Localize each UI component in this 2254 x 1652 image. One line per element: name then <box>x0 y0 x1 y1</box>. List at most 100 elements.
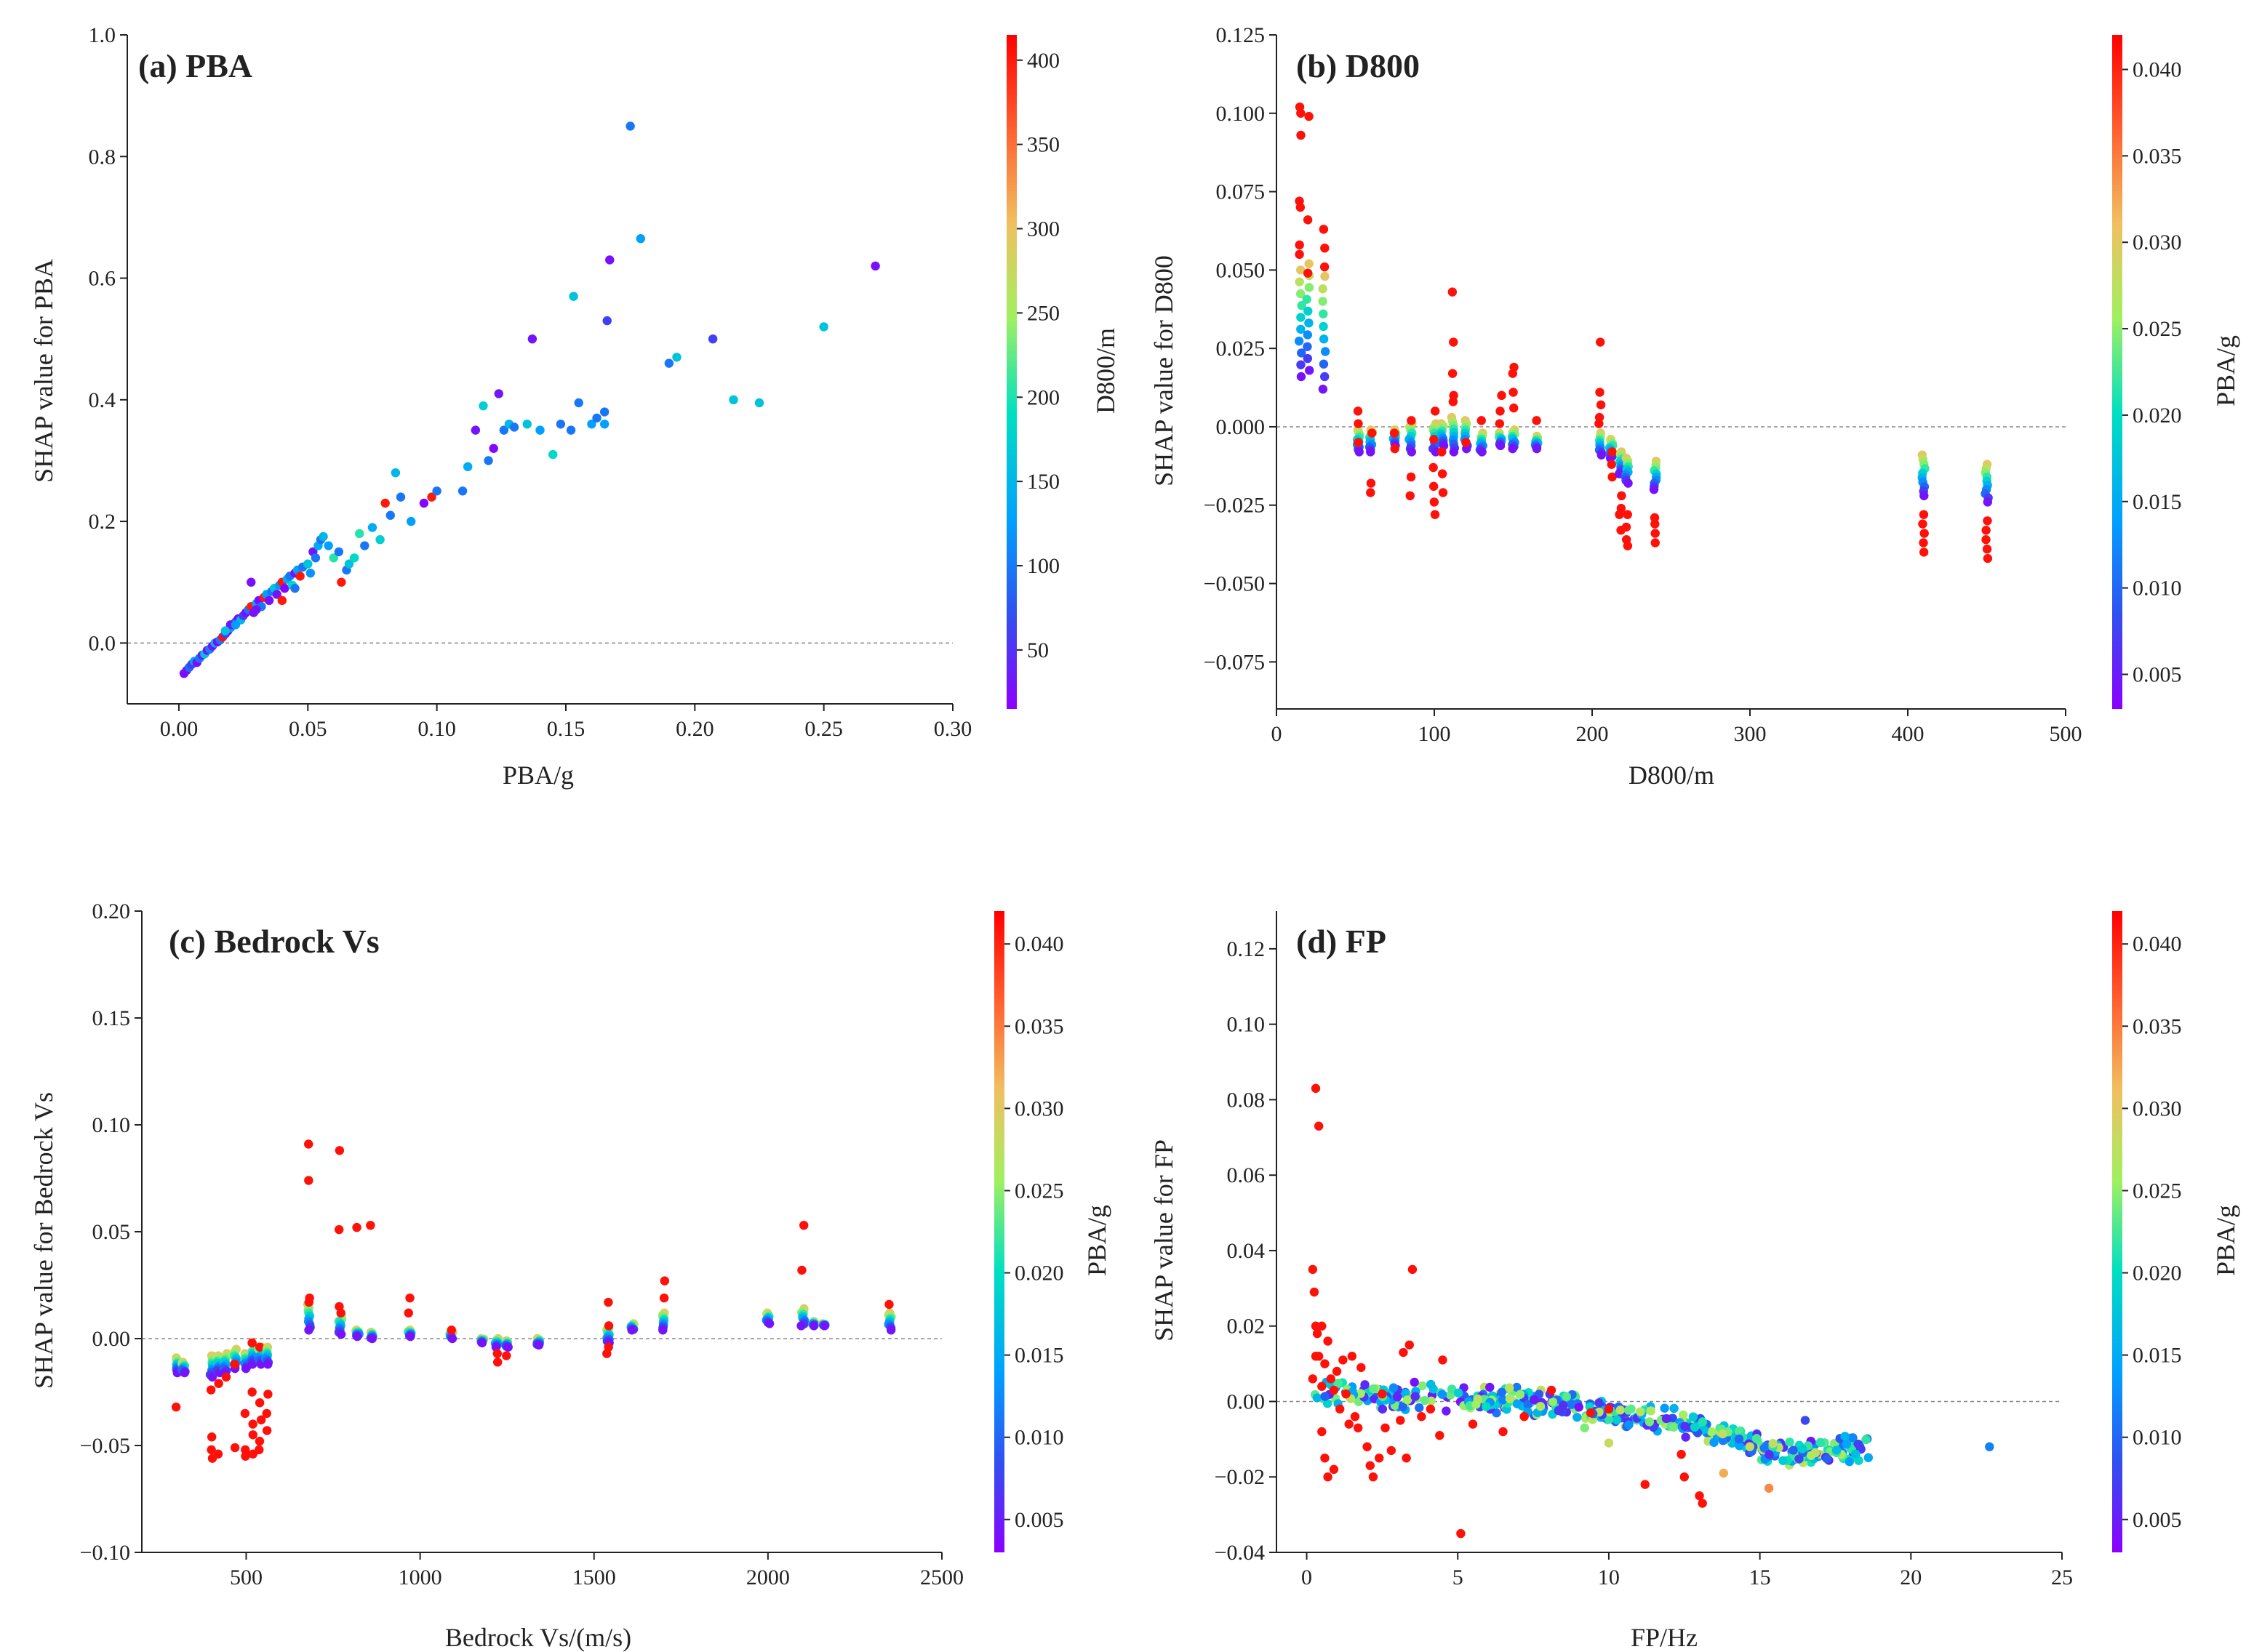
data-point <box>263 1360 273 1369</box>
panel-b-y-tick-label: −0.025 <box>1204 494 1265 518</box>
data-point <box>1604 1414 1614 1424</box>
data-point <box>1512 1382 1522 1392</box>
panel-c-colorbar-tick-label: 0.040 <box>1015 932 1064 956</box>
data-point <box>1437 447 1447 457</box>
data-point <box>534 1340 544 1350</box>
panel-a-colorbar <box>1007 35 1017 709</box>
panel-b: (b) D800 D800/m SHAP value for D800 PBA/… <box>1149 23 2240 790</box>
data-point <box>886 1326 896 1335</box>
data-point <box>1495 406 1505 416</box>
panel-c-y-tick-label: −0.05 <box>80 1434 130 1458</box>
data-point <box>1354 419 1363 428</box>
data-point <box>447 1326 456 1335</box>
data-point <box>1709 1438 1719 1447</box>
panel-c-x-tick-label: 2000 <box>746 1565 790 1589</box>
data-point <box>492 1358 503 1367</box>
data-point <box>1449 447 1459 457</box>
data-point <box>1296 372 1306 382</box>
data-point <box>1335 1404 1345 1414</box>
data-point <box>1380 1423 1390 1432</box>
data-point <box>1303 306 1313 316</box>
data-point <box>247 1387 257 1397</box>
data-point <box>1317 1321 1327 1331</box>
data-point <box>1596 450 1606 460</box>
panel-d-x-tick-label: 0 <box>1301 1565 1312 1589</box>
data-point <box>1406 472 1416 482</box>
data-point <box>214 1379 223 1388</box>
data-point <box>304 1326 313 1335</box>
data-point <box>220 626 230 635</box>
data-point <box>304 1297 313 1307</box>
data-point <box>1508 388 1518 397</box>
data-point <box>1695 1491 1704 1501</box>
data-point <box>432 486 441 496</box>
panel-d-colorbar-tick-label: 0.025 <box>2133 1179 2182 1203</box>
data-point <box>349 553 359 563</box>
data-point <box>764 1319 775 1328</box>
data-point <box>1785 1438 1794 1447</box>
data-point <box>1312 1393 1322 1403</box>
panel-c-x-tick-label: 1000 <box>399 1565 442 1589</box>
panel-a-points <box>179 121 880 678</box>
data-point <box>1428 462 1438 473</box>
data-point <box>659 1293 669 1303</box>
data-point <box>1734 1434 1744 1444</box>
data-point <box>1532 444 1542 454</box>
panel-c-x-tick-label: 1500 <box>572 1565 616 1589</box>
data-point <box>599 420 610 429</box>
data-point <box>1296 265 1306 275</box>
data-point <box>1295 202 1306 212</box>
panel-d-plot: 0 5 10 15 20 25 −0.04 −0.02 0.00 0.02 0.04 0.06 0.08… <box>1215 911 2182 1589</box>
data-point <box>1595 388 1604 397</box>
data-point <box>360 541 369 550</box>
data-point <box>1505 1383 1514 1392</box>
panel-b-points <box>1294 102 1993 564</box>
panel-b-x-tick-label: 300 <box>1734 722 1767 746</box>
panel-d-colorbar-tick-label: 0.030 <box>2133 1096 2182 1120</box>
data-point <box>1303 342 1312 351</box>
panel-b-y-tick-label: 0.000 <box>1216 415 1266 439</box>
data-point <box>1607 472 1617 482</box>
data-point <box>1607 460 1616 469</box>
data-point <box>1407 447 1416 457</box>
data-point <box>336 1308 345 1318</box>
panel-c-y-tick-label: 0.00 <box>92 1327 131 1351</box>
data-point <box>324 541 333 550</box>
data-point <box>256 1415 266 1424</box>
data-point <box>1617 491 1626 501</box>
data-point <box>1396 1416 1405 1425</box>
data-point <box>1323 1336 1332 1346</box>
panel-a-x-tick-label: 0.05 <box>289 717 327 741</box>
data-point <box>1320 271 1330 281</box>
panel-d-y-tick-label: 0.02 <box>1227 1315 1266 1339</box>
data-point <box>1596 337 1605 347</box>
data-point <box>708 334 718 344</box>
panel-b-x-tick-label: 100 <box>1418 722 1451 746</box>
data-point <box>1842 1439 1852 1449</box>
panel-c-x-tick-label: 500 <box>230 1565 263 1589</box>
panel-b-x-tick-label: 200 <box>1576 722 1609 746</box>
data-point <box>180 1368 189 1378</box>
data-point <box>1353 1423 1363 1432</box>
data-point <box>355 529 364 539</box>
data-point <box>1303 215 1313 225</box>
panel-d-y-tick-label: 0.08 <box>1227 1088 1266 1112</box>
data-point <box>1574 1403 1583 1412</box>
data-point <box>1398 1402 1408 1412</box>
data-point <box>1615 1406 1625 1415</box>
data-point <box>1840 1432 1850 1441</box>
data-point <box>1353 406 1363 416</box>
data-point <box>1405 491 1415 501</box>
data-point <box>1429 497 1439 507</box>
data-point <box>305 568 316 578</box>
data-point <box>1497 390 1506 401</box>
data-point <box>492 1349 502 1358</box>
panel-d-colorbar-tick-label: 0.040 <box>2133 932 2182 956</box>
data-point <box>1982 544 1992 554</box>
data-point <box>1468 1419 1478 1429</box>
data-point <box>599 407 610 417</box>
data-point <box>1546 1385 1556 1395</box>
data-point <box>1660 1403 1669 1413</box>
data-point <box>569 292 578 301</box>
